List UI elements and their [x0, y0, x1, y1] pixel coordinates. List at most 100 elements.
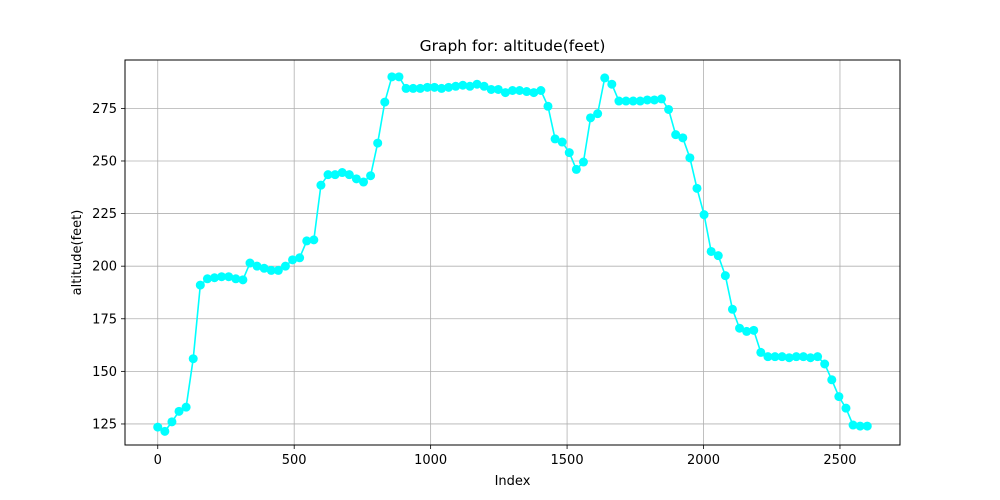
grid [125, 60, 900, 445]
data-point [359, 177, 369, 187]
data-point [394, 72, 404, 82]
data-point [685, 153, 695, 163]
data-point [238, 275, 248, 285]
data-point [820, 359, 830, 369]
data-point [593, 109, 603, 119]
data-point [536, 86, 546, 96]
data-point [564, 148, 574, 158]
y-tick-label: 175 [92, 312, 117, 327]
data-point [600, 73, 610, 83]
data-point [181, 402, 191, 412]
data-point [635, 96, 645, 106]
data-point [252, 261, 262, 271]
data-point [798, 352, 808, 362]
data-point [784, 353, 794, 363]
data-point [344, 170, 354, 180]
y-axis: 125 150 175 200 225 250 275 [92, 102, 125, 432]
data-point [437, 83, 447, 93]
y-tick-label: 150 [92, 365, 117, 380]
data-point [735, 323, 745, 333]
data-point [259, 263, 269, 273]
data-point [288, 255, 298, 265]
data-point [224, 272, 234, 282]
data-point [429, 82, 439, 92]
x-tick-label: 2500 [823, 453, 856, 468]
data-point [756, 347, 766, 357]
data-point [167, 417, 177, 427]
data-point [855, 421, 865, 431]
x-tick-label: 500 [282, 453, 307, 468]
data-point [727, 304, 737, 314]
data-point [664, 104, 674, 114]
data-point [642, 95, 652, 105]
data-point [458, 80, 468, 90]
data-point [444, 82, 454, 92]
y-tick-label: 225 [92, 207, 117, 222]
y-tick-label: 125 [92, 417, 117, 432]
data-point [628, 96, 638, 106]
data-point [330, 170, 340, 180]
x-axis: 0 500 1000 1500 2000 2500 [154, 445, 857, 468]
data-point [522, 87, 532, 97]
data-point [302, 236, 312, 246]
data-point [351, 174, 361, 184]
data-point [266, 265, 276, 275]
data-point [777, 352, 787, 362]
data-point [699, 210, 709, 220]
data-point [202, 274, 212, 284]
data-point [217, 272, 227, 282]
data-point [578, 157, 588, 167]
y-tick-label: 250 [92, 154, 117, 169]
data-point [621, 96, 631, 106]
data-point [763, 352, 773, 362]
x-tick-label: 2000 [687, 453, 720, 468]
data-point [472, 79, 482, 89]
x-axis-label: Index [495, 474, 531, 489]
data-point [188, 354, 198, 364]
data-point [273, 265, 283, 275]
data-point [656, 94, 666, 104]
data-point [210, 273, 220, 283]
data-point [323, 170, 333, 180]
data-point [827, 375, 837, 385]
data-point [309, 235, 319, 245]
data-point [720, 271, 730, 281]
data-point [770, 352, 780, 362]
data-point [678, 133, 688, 143]
x-tick-label: 1000 [414, 453, 447, 468]
data-point [231, 274, 241, 284]
data-point [280, 261, 290, 271]
data-point [649, 95, 659, 105]
data-point [195, 280, 205, 290]
data-point [834, 392, 844, 402]
x-tick-label: 0 [154, 453, 162, 468]
data-point [692, 183, 702, 193]
y-axis-label: altitude(feet) [70, 210, 85, 296]
data-point [486, 84, 496, 94]
data-point [415, 83, 425, 93]
data-point [848, 420, 858, 430]
data-point [749, 325, 759, 335]
data-point [465, 81, 475, 91]
data-point [543, 101, 553, 111]
data-point [671, 130, 681, 140]
data-point [373, 138, 383, 148]
data-point [493, 84, 503, 94]
data-point [508, 86, 517, 96]
data-point [862, 421, 872, 431]
data-point [586, 113, 596, 123]
data-point [160, 426, 170, 436]
data-point [500, 88, 510, 98]
data-point [245, 258, 255, 268]
data-point [174, 406, 184, 416]
data-markers [153, 72, 872, 436]
data-point [813, 352, 823, 362]
data-point [316, 180, 326, 190]
data-point [614, 96, 624, 106]
data-point [529, 88, 539, 98]
data-point [295, 253, 305, 263]
y-tick-label: 200 [92, 260, 117, 275]
x-tick-label: 1500 [551, 453, 584, 468]
